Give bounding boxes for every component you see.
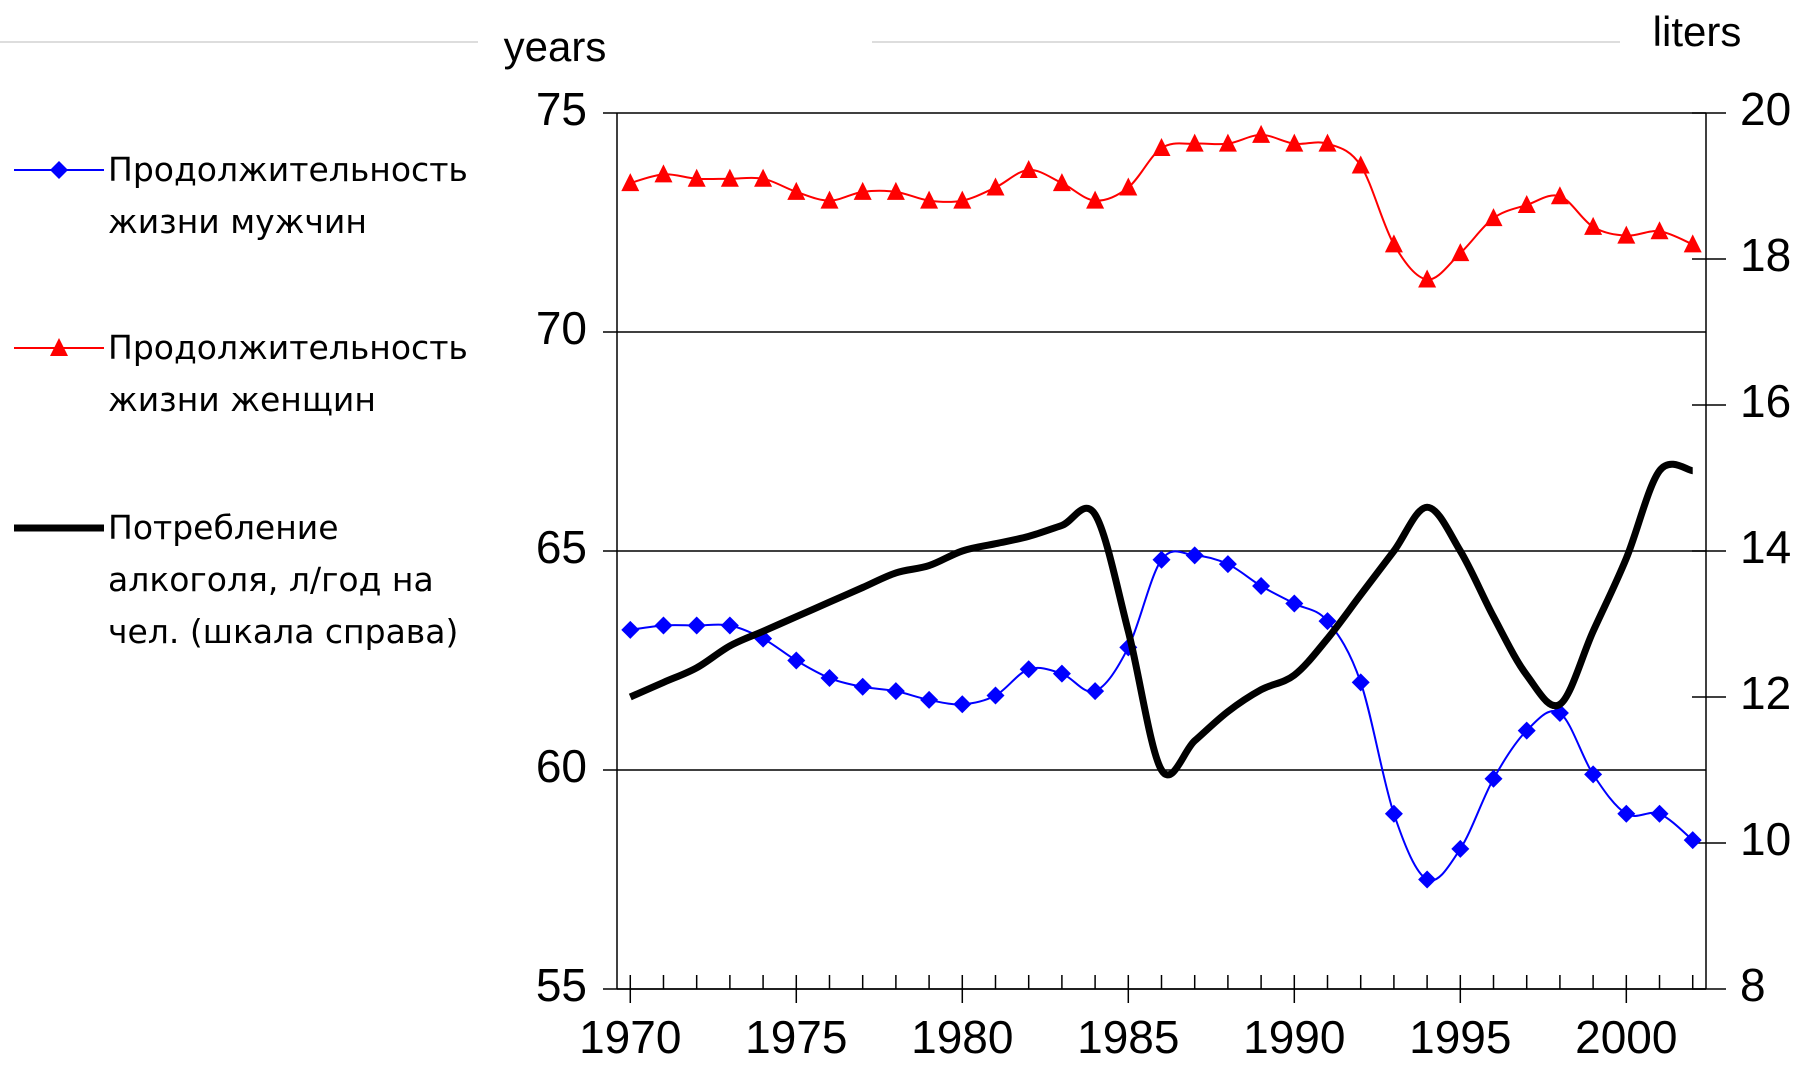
y2-tick-label: 16: [1740, 375, 1791, 427]
marker-diamond: [1517, 721, 1536, 740]
marker-diamond: [1384, 804, 1403, 823]
marker-triangle: [1252, 124, 1271, 143]
marker-diamond: [1252, 577, 1271, 596]
marker-diamond: [953, 695, 972, 714]
marker-diamond: [1218, 555, 1237, 574]
marker-triangle: [1019, 159, 1038, 178]
x-tick-label: 1985: [1077, 1011, 1179, 1063]
series-line: [628, 460, 1694, 779]
marker-diamond: [853, 677, 872, 696]
marker-triangle: [654, 164, 673, 183]
marker-triangle: [1185, 133, 1204, 152]
marker-diamond: [1052, 664, 1071, 683]
marker-diamond: [1351, 673, 1370, 692]
marker-triangle: [1617, 225, 1636, 244]
marker-diamond: [986, 686, 1005, 705]
marker-triangle: [1650, 221, 1669, 240]
marker-diamond: [920, 690, 939, 709]
marker-diamond: [654, 616, 673, 635]
marker-triangle: [1218, 133, 1237, 152]
y-tick-label: 75: [536, 83, 587, 135]
marker-diamond: [1650, 804, 1669, 823]
marker-diamond: [787, 651, 806, 670]
marker-diamond: [1683, 831, 1702, 850]
series-line: [630, 133, 1694, 281]
marker-triangle: [1451, 243, 1470, 262]
marker-triangle: [1418, 269, 1437, 288]
marker-triangle: [50, 338, 68, 356]
x-tick-label: 2000: [1575, 1011, 1677, 1063]
marker-triangle: [986, 177, 1005, 196]
marker-triangle: [1683, 234, 1702, 253]
marker-diamond: [720, 616, 739, 635]
legend-label: Продолжительность жизни мужчин: [108, 150, 468, 241]
marker-triangle: [1351, 155, 1370, 174]
marker-triangle: [720, 168, 739, 187]
marker-diamond: [1617, 804, 1636, 823]
series-line: [630, 550, 1694, 882]
marker-triangle: [1119, 177, 1138, 196]
marker-diamond: [50, 161, 68, 179]
y-tick-label: 55: [536, 959, 587, 1011]
x-tick-label: 1980: [911, 1011, 1013, 1063]
marker-diamond: [1185, 546, 1204, 565]
marker-diamond: [1152, 550, 1171, 569]
x-tick-label: 1995: [1409, 1011, 1511, 1063]
marker-triangle: [1318, 133, 1337, 152]
marker-diamond: [687, 616, 706, 635]
marker-triangle: [1052, 173, 1071, 192]
marker-diamond: [1418, 870, 1437, 889]
marker-diamond: [1484, 769, 1503, 788]
marker-diamond: [886, 682, 905, 701]
marker-triangle: [820, 190, 839, 209]
y2-tick-label: 8: [1740, 959, 1766, 1011]
legend-label: Потребление алкоголя, л/год на чел. (шка…: [108, 508, 459, 651]
marker-diamond: [1019, 660, 1038, 679]
marker-triangle: [1152, 138, 1171, 157]
marker-triangle: [754, 168, 773, 187]
marker-triangle: [1384, 234, 1403, 253]
y-tick-label: 60: [536, 740, 587, 792]
marker-diamond: [1318, 612, 1337, 631]
marker-diamond: [820, 669, 839, 688]
marker-triangle: [953, 190, 972, 209]
marker-diamond: [1285, 594, 1304, 613]
x-tick-label: 1990: [1243, 1011, 1345, 1063]
y2-axis-title: liters: [1653, 8, 1742, 55]
marker-triangle: [1484, 208, 1503, 227]
marker-triangle: [920, 190, 939, 209]
marker-triangle: [1517, 194, 1536, 213]
y-tick-label: 70: [536, 302, 587, 354]
y-axis-title: years: [504, 23, 607, 70]
marker-diamond: [1451, 839, 1470, 858]
y-tick-label: 65: [536, 521, 587, 573]
marker-triangle: [1584, 216, 1603, 235]
y2-tick-label: 12: [1740, 667, 1791, 719]
marker-diamond: [621, 620, 640, 639]
x-tick-label: 1975: [745, 1011, 847, 1063]
marker-triangle: [1285, 133, 1304, 152]
marker-triangle: [621, 173, 640, 192]
marker-triangle: [687, 168, 706, 187]
legend-label: Продолжительность жизни женщин: [108, 328, 468, 419]
y2-tick-label: 14: [1740, 521, 1791, 573]
marker-triangle: [1550, 186, 1569, 205]
marker-triangle: [1086, 190, 1105, 209]
marker-diamond: [1086, 682, 1105, 701]
y2-tick-label: 20: [1740, 83, 1791, 135]
x-tick-label: 1970: [579, 1011, 681, 1063]
marker-triangle: [853, 181, 872, 200]
marker-triangle: [787, 181, 806, 200]
marker-diamond: [1584, 765, 1603, 784]
y2-tick-label: 10: [1740, 813, 1791, 865]
marker-triangle: [886, 181, 905, 200]
y2-tick-label: 18: [1740, 229, 1791, 281]
